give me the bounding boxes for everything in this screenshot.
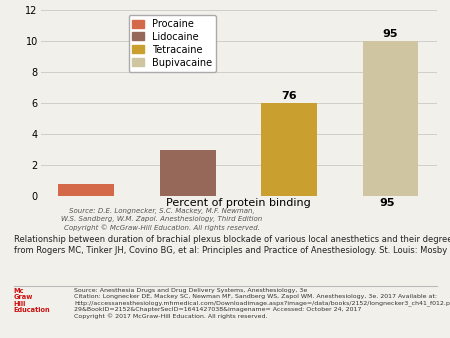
Text: 95: 95 [379,198,395,208]
Text: Mc
Graw
Hill
Education: Mc Graw Hill Education [14,288,50,313]
Text: Source: D.E. Longnecker, S.C. Mackey, M.F. Newman,
W.S. Sandberg, W.M. Zapol. An: Source: D.E. Longnecker, S.C. Mackey, M.… [61,208,263,231]
Bar [363,41,419,196]
Text: Source: Anesthesia Drugs and Drug Delivery Systems, Anesthesiology, 3e
Citation:: Source: Anesthesia Drugs and Drug Delive… [74,288,450,319]
Text: Percent of protein binding: Percent of protein binding [166,198,311,208]
Legend: Procaine, Lidocaine, Tetracaine, Bupivacaine: Procaine, Lidocaine, Tetracaine, Bupivac… [129,15,216,72]
Bar [58,185,114,196]
Text: 76: 76 [281,91,297,101]
Text: 95: 95 [383,29,398,39]
Bar [160,149,216,196]
Bar [261,103,317,196]
Text: Relationship between duration of brachial plexus blockade of various local anest: Relationship between duration of brachia… [14,235,450,255]
